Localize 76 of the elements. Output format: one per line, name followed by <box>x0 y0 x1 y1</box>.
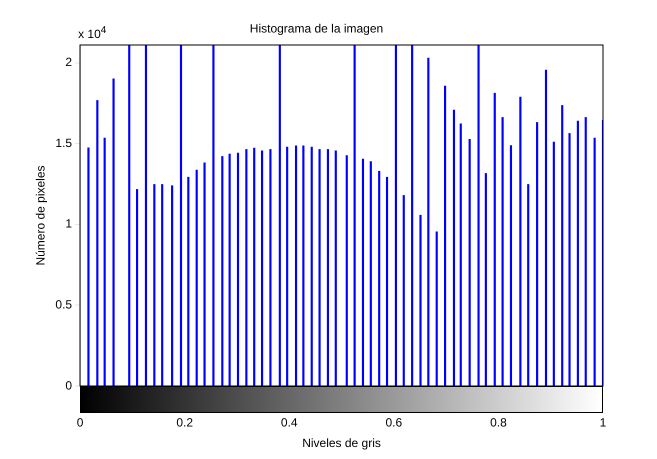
x-tick-label: 0.4 <box>280 416 298 430</box>
bar <box>411 45 414 386</box>
bar <box>96 100 98 386</box>
bar <box>394 45 398 386</box>
bar <box>468 139 471 386</box>
bar <box>212 45 215 386</box>
bar <box>484 173 487 386</box>
bar <box>502 117 504 386</box>
bar <box>527 184 530 386</box>
bar <box>180 45 182 386</box>
bar <box>354 45 356 386</box>
x-tick-label: 0 <box>76 416 84 430</box>
bar <box>128 45 130 386</box>
bar <box>278 45 281 386</box>
bar <box>136 189 138 386</box>
bar <box>228 154 231 386</box>
bar <box>510 145 512 386</box>
bar <box>536 122 538 386</box>
bar <box>294 146 298 386</box>
x-axis-title: Niveles de gris <box>302 436 381 450</box>
y-tick-label: 1.5 <box>55 136 72 150</box>
bar <box>436 231 438 386</box>
bar <box>245 149 248 386</box>
text: x 10$^{4}$ <box>78 25 106 41</box>
x-tick-label: 0.2 <box>176 416 194 430</box>
bar <box>260 150 264 386</box>
bar <box>419 214 422 386</box>
bar <box>584 117 587 386</box>
bar <box>386 176 388 386</box>
bar <box>302 146 304 386</box>
bar <box>346 155 348 386</box>
bar <box>452 110 456 386</box>
bar <box>196 170 198 386</box>
bar <box>187 176 190 386</box>
bar <box>326 149 330 386</box>
bar <box>112 78 115 386</box>
bar <box>576 120 579 386</box>
bar <box>378 170 380 386</box>
bar <box>253 148 256 386</box>
bar <box>310 146 313 386</box>
bar <box>494 92 496 386</box>
bar <box>161 184 164 386</box>
chart-title: Histograma de la imagen <box>250 22 384 36</box>
y-tick-label: 0 <box>65 378 72 392</box>
bar <box>460 124 462 386</box>
bar <box>87 147 90 386</box>
bar <box>362 158 364 386</box>
bar <box>334 150 337 386</box>
bar <box>370 161 372 386</box>
bar <box>519 96 522 386</box>
bar <box>153 184 156 386</box>
bar <box>171 185 174 386</box>
bar <box>286 146 288 386</box>
x-tick-label: 0.6 <box>385 416 402 430</box>
bar <box>561 105 564 386</box>
bar <box>402 195 405 386</box>
bar <box>203 162 206 386</box>
bar <box>594 138 596 386</box>
bar <box>318 149 321 386</box>
y-tick-label: 2 <box>65 55 72 70</box>
bar <box>104 138 106 386</box>
bar <box>552 142 555 386</box>
y-axis-title: Número de pixeles <box>34 165 48 266</box>
y-tick-label: 0.5 <box>55 298 72 312</box>
bar <box>444 86 446 386</box>
bar <box>544 70 548 386</box>
bar <box>269 149 272 386</box>
bar <box>236 152 240 386</box>
bar <box>144 45 148 386</box>
x-tick-label: 0.8 <box>490 416 508 430</box>
bar <box>568 133 571 386</box>
x-tick-label: 1 <box>600 416 607 430</box>
bar <box>477 45 480 386</box>
y-tick-label: 1 <box>65 216 72 231</box>
bar <box>221 156 224 386</box>
bar <box>427 58 430 386</box>
